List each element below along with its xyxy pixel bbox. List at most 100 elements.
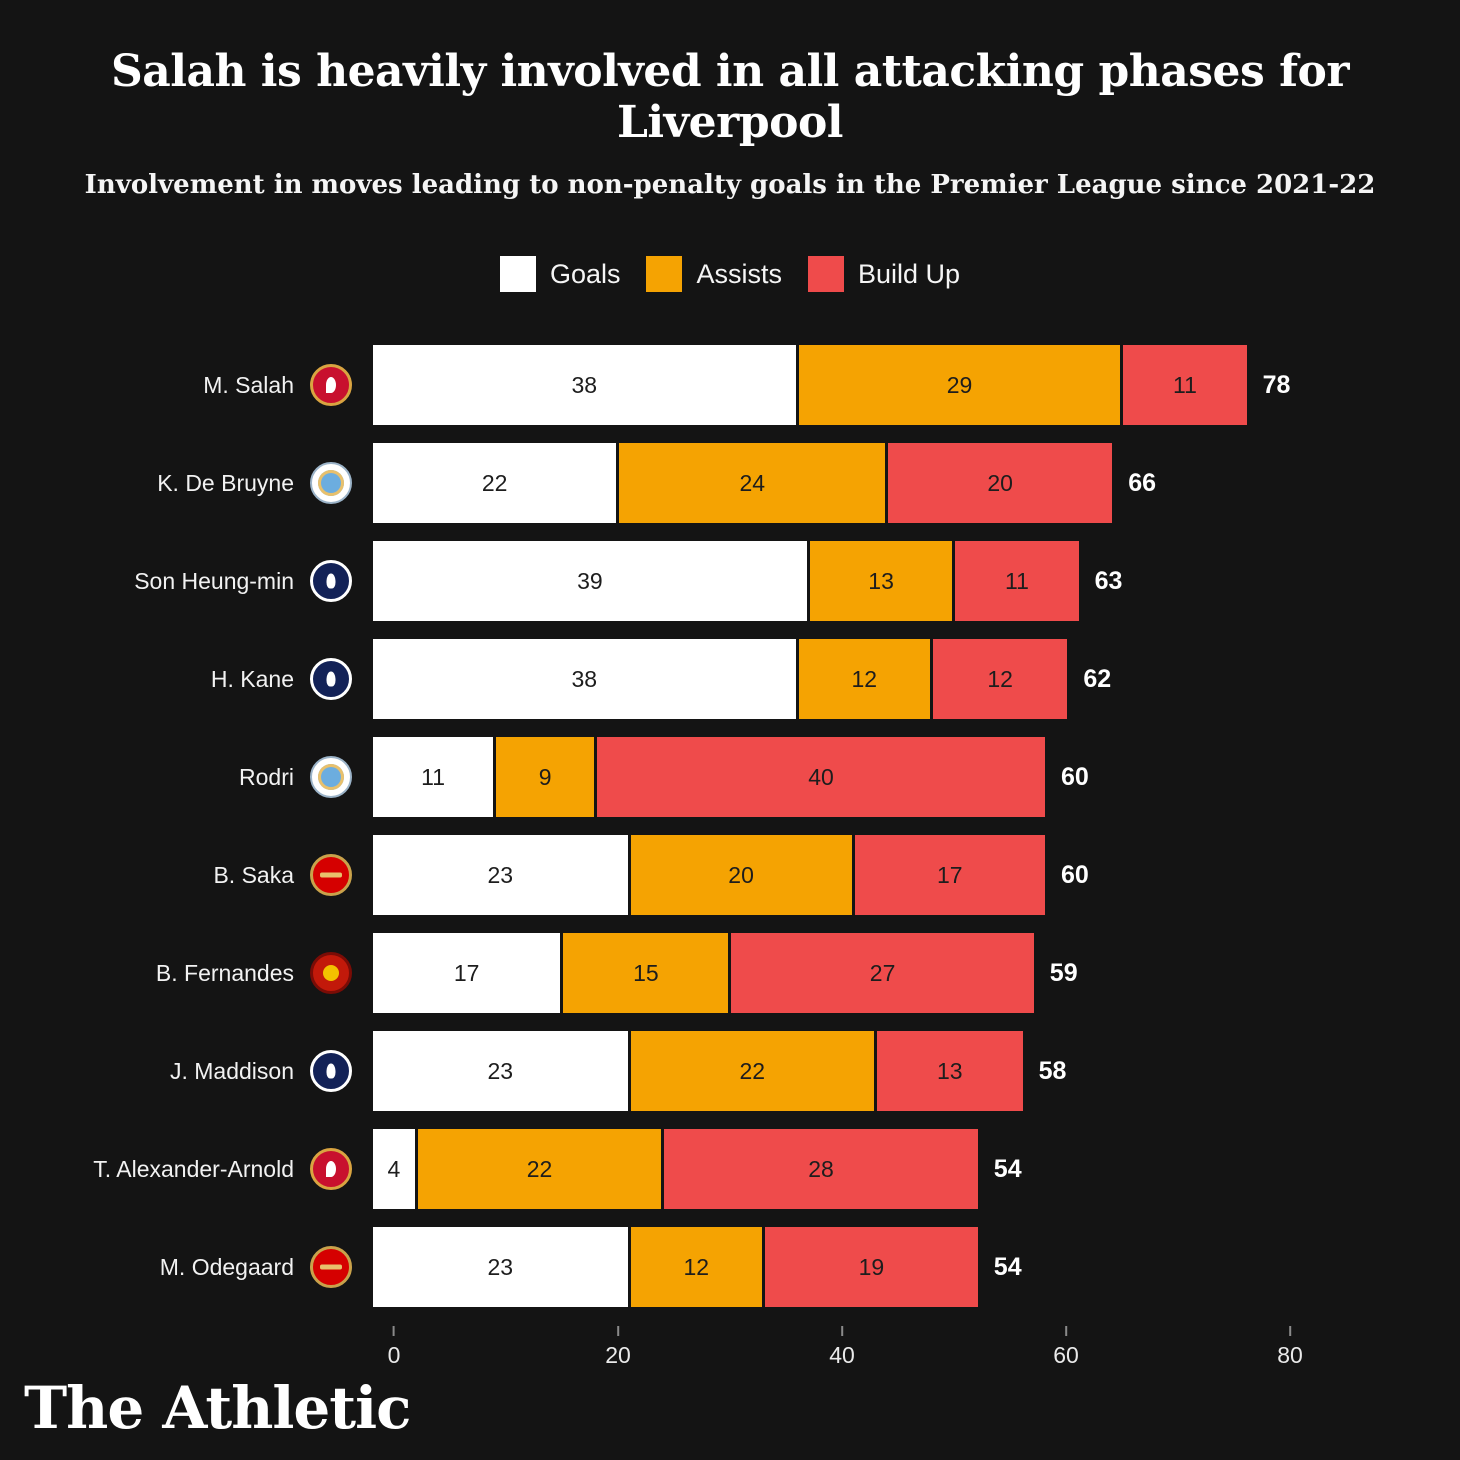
bar-segment-assists: 22 — [417, 1129, 665, 1209]
legend-label-buildup: Build Up — [858, 258, 961, 289]
player-name: M. Salah — [203, 371, 294, 398]
goals-value: 4 — [387, 1156, 401, 1182]
bar-track: 11 9 40 60 — [373, 737, 1269, 817]
assists-value: 13 — [868, 568, 894, 594]
the-athletic-logo: The Athletic — [24, 1374, 411, 1442]
club-badge-tottenham — [310, 658, 352, 700]
bar-segment-assists: 13 — [809, 541, 956, 621]
bar-segment-goals: 23 — [373, 1031, 631, 1111]
legend-item-assists: Assists — [646, 256, 782, 292]
x-axis-tick: 80 — [1277, 1326, 1303, 1369]
legend-item-buildup: Build Up — [808, 256, 960, 292]
chart-title: Salah is heavily involved in all attacki… — [110, 46, 1350, 148]
goals-value: 38 — [571, 372, 598, 398]
legend-label-goals: Goals — [549, 258, 621, 289]
goals-value: 22 — [481, 470, 508, 496]
bar-track: 4 22 28 54 — [373, 1129, 1269, 1209]
tick-mark — [841, 1326, 843, 1336]
total-label: 54 — [993, 1155, 1022, 1183]
tick-label: 60 — [1053, 1342, 1079, 1368]
buildup-value: 12 — [987, 666, 1013, 692]
tick-label: 0 — [387, 1342, 401, 1368]
chart-row: T. Alexander-Arnold 4 22 28 54 — [20, 1120, 1460, 1218]
bar-segment-buildup: 27 — [731, 933, 1034, 1013]
player-name: Rodri — [239, 763, 294, 790]
total-label: 66 — [1128, 469, 1156, 497]
chart-row: M. Odegaard 23 12 19 54 — [20, 1218, 1460, 1316]
bar-segment-assists: 15 — [563, 933, 732, 1013]
player-name: B. Fernandes — [155, 959, 294, 986]
bar-track: 23 20 17 60 — [373, 835, 1269, 915]
bar-track: 39 13 11 63 — [373, 541, 1269, 621]
legend-label-assists: Assists — [696, 258, 782, 289]
assists-swatch — [646, 256, 683, 292]
player-name: M. Odegaard — [159, 1253, 294, 1280]
chart-row: H. Kane 38 12 12 62 — [20, 630, 1460, 728]
buildup-value: 27 — [869, 960, 896, 986]
total-label: 58 — [1038, 1057, 1067, 1085]
bar-track: 38 29 11 78 — [373, 345, 1290, 425]
club-badge-arsenal — [310, 854, 352, 896]
x-axis-tick: 0 — [387, 1326, 401, 1369]
bar-segment-goals: 17 — [373, 933, 564, 1013]
tick-mark — [1289, 1326, 1291, 1336]
club-badge-liverpool — [310, 364, 352, 406]
goals-value: 38 — [571, 666, 598, 692]
goals-value: 39 — [577, 568, 603, 594]
assists-value: 22 — [739, 1058, 766, 1084]
bar-track: 23 22 13 58 — [373, 1031, 1269, 1111]
chart-subtitle: Involvement in moves leading to non-pena… — [84, 170, 1376, 200]
chart-row: J. Maddison 23 22 13 58 — [20, 1022, 1460, 1120]
tick-mark — [617, 1326, 619, 1336]
bar-segment-assists: 9 — [496, 737, 597, 817]
bar-segment-assists: 12 — [630, 1227, 765, 1307]
bar-track: 22 24 20 66 — [373, 443, 1269, 523]
tick-label: 40 — [829, 1342, 855, 1368]
total-label: 54 — [993, 1253, 1022, 1281]
player-name: H. Kane — [210, 665, 294, 692]
chart-row: Rodri 11 9 40 60 — [20, 728, 1460, 826]
total-label: 63 — [1094, 567, 1123, 595]
buildup-swatch — [808, 256, 844, 292]
assists-value: 29 — [946, 372, 973, 398]
chart-rows: M. Salah 38 29 11 78 K. De Bruyne 22 24 … — [20, 336, 1460, 1316]
chart-row: Son Heung-min 39 13 11 63 — [20, 532, 1460, 630]
buildup-value: 11 — [1173, 372, 1197, 398]
buildup-value: 19 — [858, 1254, 885, 1280]
player-name: T. Alexander-Arnold — [93, 1155, 294, 1182]
total-label: 60 — [1061, 763, 1089, 791]
club-badge-man-city — [310, 756, 352, 798]
buildup-value: 17 — [936, 862, 963, 888]
assists-value: 24 — [739, 470, 766, 496]
goals-value: 23 — [487, 1254, 514, 1280]
bar-track: 23 12 19 54 — [373, 1227, 1269, 1307]
goals-swatch — [499, 256, 536, 292]
tick-mark — [392, 1326, 395, 1336]
bar-segment-goals: 38 — [373, 345, 799, 425]
club-badge-liverpool — [310, 1148, 352, 1190]
bar-segment-buildup: 17 — [854, 835, 1045, 915]
buildup-value: 11 — [1005, 568, 1029, 594]
player-name: K. De Bruyne — [157, 469, 294, 496]
bar-segment-assists: 29 — [798, 345, 1124, 425]
club-badge-man-utd — [310, 952, 352, 994]
bar-segment-assists: 20 — [630, 835, 855, 915]
x-axis-tick: 60 — [1053, 1326, 1079, 1369]
assists-value: 15 — [633, 960, 659, 986]
bar-segment-buildup: 20 — [888, 443, 1113, 523]
bar-segment-goals: 11 — [373, 737, 497, 817]
goals-value: 11 — [421, 764, 446, 790]
club-badge-tottenham — [310, 1050, 352, 1092]
bar-segment-buildup: 40 — [596, 737, 1045, 817]
bar-track: 17 15 27 59 — [373, 933, 1269, 1013]
player-name: B. Saka — [213, 861, 294, 888]
buildup-value: 28 — [808, 1156, 834, 1182]
bar-track: 38 12 12 62 — [373, 639, 1269, 719]
player-name: Son Heung-min — [134, 567, 294, 594]
bar-segment-goals: 38 — [373, 639, 799, 719]
total-label: 62 — [1083, 665, 1112, 693]
buildup-value: 20 — [987, 470, 1013, 496]
x-axis-tick: 40 — [829, 1326, 855, 1369]
bar-segment-buildup: 11 — [955, 541, 1079, 621]
legend: Goals Assists Build Up — [0, 256, 1460, 292]
